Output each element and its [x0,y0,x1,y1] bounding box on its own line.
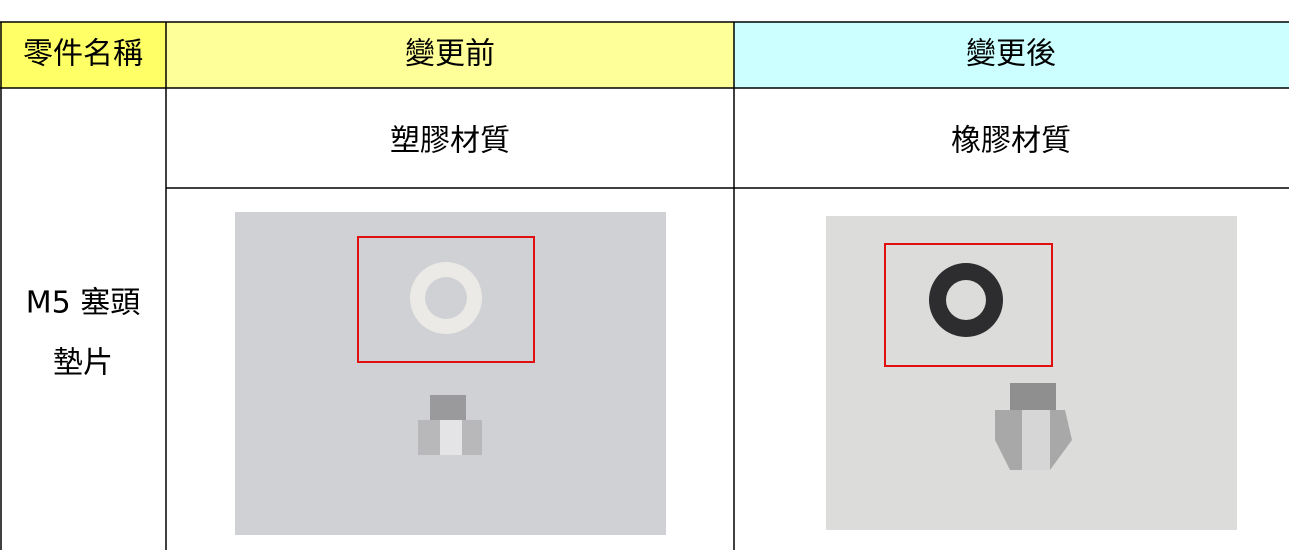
material-label: 塑膠材質 [390,124,510,159]
photo-after [826,216,1237,530]
part-name: 墊片 [53,346,113,381]
material-label: 橡膠材質 [951,124,1071,159]
header-label: 變更後 [966,37,1056,72]
table-grid [0,21,1289,550]
header-label: 變更前 [405,37,495,72]
photo-before [235,212,666,535]
header-label: 零件名稱 [23,37,143,72]
header-cell [166,22,734,88]
header-cell [734,22,1289,88]
part-name: M5 塞頭 [26,286,141,321]
header-cell [0,22,166,88]
